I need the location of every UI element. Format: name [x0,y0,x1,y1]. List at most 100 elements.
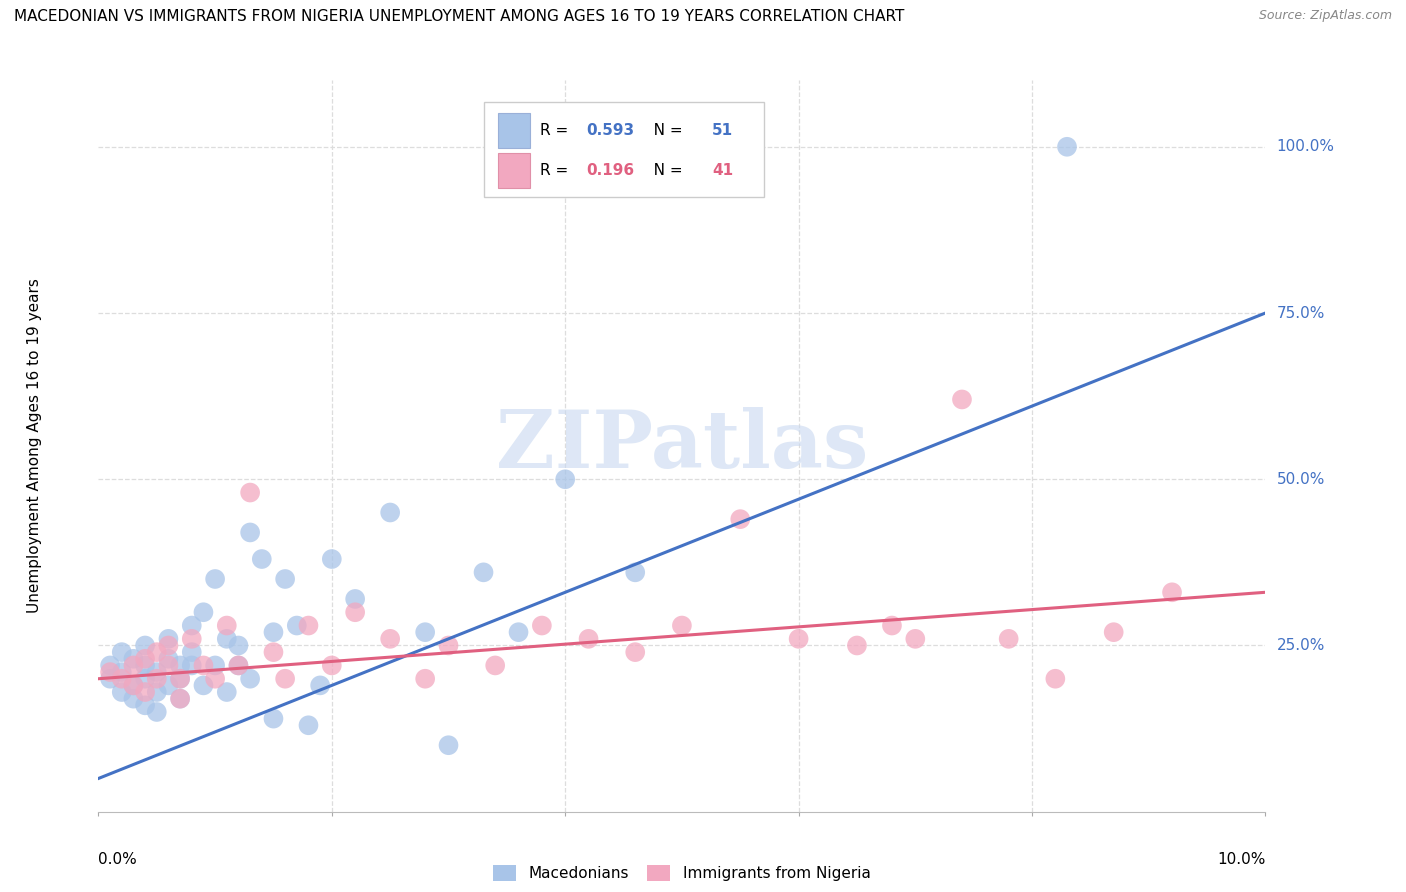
Point [262,712,284,726]
Point [413,672,436,686]
Point [1161,585,1184,599]
FancyBboxPatch shape [484,103,763,197]
Point [239,672,262,686]
Point [134,639,156,653]
Point [122,658,145,673]
Point [215,685,238,699]
Point [180,632,202,646]
Point [508,625,530,640]
Text: 51: 51 [713,123,734,138]
Point [728,512,751,526]
Point [122,691,145,706]
Text: MACEDONIAN VS IMMIGRANTS FROM NIGERIA UNEMPLOYMENT AMONG AGES 16 TO 19 YEARS COR: MACEDONIAN VS IMMIGRANTS FROM NIGERIA UN… [14,9,904,24]
Text: ZIPatlas: ZIPatlas [496,407,868,485]
Point [146,705,169,719]
Point [554,472,576,486]
Text: 25.0%: 25.0% [1277,638,1324,653]
Point [262,645,284,659]
Point [98,665,121,679]
Point [204,572,226,586]
Text: 0.0%: 0.0% [98,852,138,867]
Point [146,685,169,699]
Text: R =: R = [540,163,572,178]
Point [437,639,460,653]
Point [169,691,191,706]
Point [845,639,868,653]
Point [297,618,319,632]
Point [204,658,226,673]
Point [180,645,202,659]
Point [228,639,250,653]
Point [321,658,343,673]
Point [146,672,169,686]
Point [111,665,134,679]
Text: 0.593: 0.593 [586,123,634,138]
Point [321,552,343,566]
Point [472,566,495,580]
Point [193,605,215,619]
Point [239,485,262,500]
Point [169,672,191,686]
Point [180,658,202,673]
Point [228,658,250,673]
Point [134,652,156,666]
Point [285,618,308,632]
FancyBboxPatch shape [498,153,530,188]
Point [215,632,238,646]
Point [157,632,180,646]
Point [157,678,180,692]
Point [98,672,121,686]
Text: 50.0%: 50.0% [1277,472,1324,487]
Point [157,639,180,653]
FancyBboxPatch shape [498,113,530,148]
Point [228,658,250,673]
Point [484,658,506,673]
Point [193,678,215,692]
Point [122,678,145,692]
Point [624,566,647,580]
Text: 100.0%: 100.0% [1277,139,1334,154]
Point [1102,625,1125,640]
Point [157,652,180,666]
Point [111,685,134,699]
Point [437,738,460,752]
Point [204,672,226,686]
Point [157,658,180,673]
Point [671,618,693,632]
Point [250,552,273,566]
Text: 75.0%: 75.0% [1277,306,1324,320]
Point [239,525,262,540]
Point [344,591,367,606]
Point [880,618,903,632]
Legend: Macedonians, Immigrants from Nigeria: Macedonians, Immigrants from Nigeria [494,865,870,881]
Point [193,658,215,673]
Point [787,632,810,646]
Point [950,392,973,407]
Point [413,625,436,640]
Point [122,652,145,666]
Point [309,678,332,692]
Text: N =: N = [638,123,688,138]
Point [262,625,284,640]
Text: 10.0%: 10.0% [1218,852,1265,867]
Point [297,718,319,732]
Point [530,618,553,632]
Point [274,672,297,686]
Point [169,658,191,673]
Text: Source: ZipAtlas.com: Source: ZipAtlas.com [1258,9,1392,22]
Point [578,632,600,646]
Point [169,691,191,706]
Point [134,672,156,686]
Text: Unemployment Among Ages 16 to 19 years: Unemployment Among Ages 16 to 19 years [27,278,42,614]
Point [344,605,367,619]
Point [111,672,134,686]
Point [98,658,121,673]
Point [1056,140,1078,154]
Point [180,618,202,632]
Point [274,572,297,586]
Text: R =: R = [540,123,572,138]
Point [378,632,402,646]
Point [134,698,156,713]
Text: N =: N = [638,163,688,178]
Point [1045,672,1067,686]
